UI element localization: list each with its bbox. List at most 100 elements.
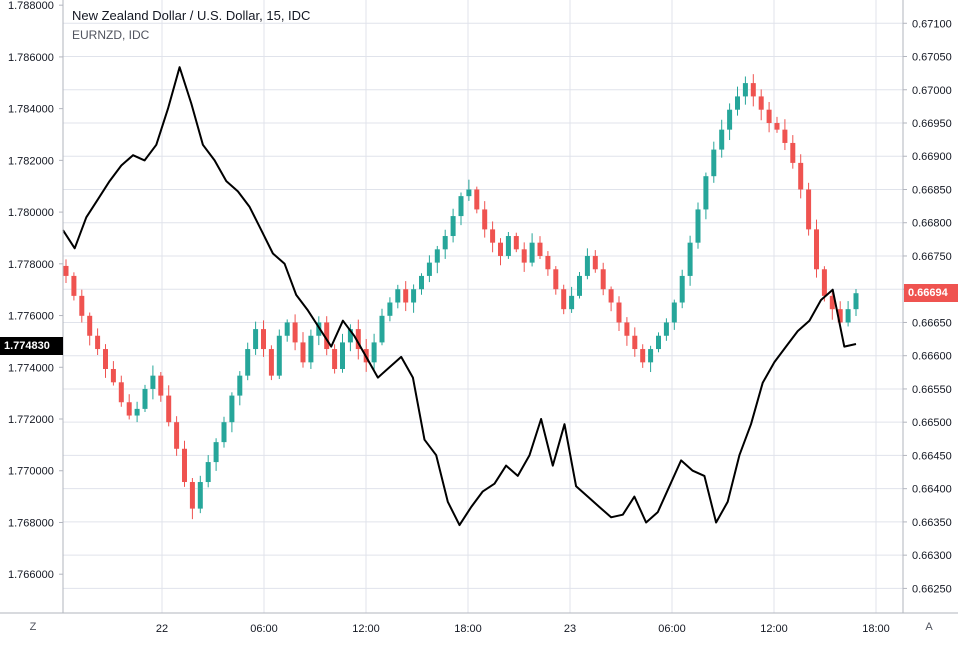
candle-body xyxy=(276,335,282,376)
right-tick-label: 0.67100 xyxy=(912,18,952,30)
candle-body xyxy=(648,349,654,363)
candle-body xyxy=(679,275,685,303)
candle-body xyxy=(537,242,543,256)
right-tick-label: 0.66250 xyxy=(912,583,952,595)
auto-scale-button[interactable]: A xyxy=(918,617,940,637)
candle-body xyxy=(513,236,519,250)
candle-body xyxy=(79,295,85,316)
candle-body xyxy=(845,309,851,323)
candle-body xyxy=(158,375,164,396)
candle-body xyxy=(324,322,330,350)
candle-body xyxy=(458,196,464,217)
candle-body xyxy=(150,375,156,389)
candle-body xyxy=(687,242,693,276)
candle-body xyxy=(498,242,503,256)
x-tick-label: 22 xyxy=(156,623,168,635)
x-tick-label: 06:00 xyxy=(658,623,686,635)
right-tick-label: 0.66650 xyxy=(912,317,952,329)
candle-body xyxy=(545,255,551,270)
timezone-button[interactable]: Z xyxy=(22,617,44,637)
left-tick-label: 1.768000 xyxy=(8,517,54,529)
candle-body xyxy=(592,255,598,270)
left-tick-label: 1.780000 xyxy=(8,207,54,219)
left-last-price-badge: 1.774830 xyxy=(0,336,63,355)
candle-body xyxy=(711,149,717,177)
candle-body xyxy=(110,368,116,383)
candle-body xyxy=(308,335,314,363)
candle-body xyxy=(482,209,488,230)
candle-body xyxy=(616,302,622,323)
left-tick-label: 1.784000 xyxy=(8,104,54,116)
candle-body xyxy=(347,329,353,343)
candle-body xyxy=(221,422,227,443)
candle-body xyxy=(126,402,132,416)
right-tick-label: 0.66350 xyxy=(912,517,952,529)
candle-body xyxy=(758,96,764,110)
candle-body xyxy=(118,382,124,403)
candle-body xyxy=(419,275,424,290)
right-tick-label: 0.66600 xyxy=(912,351,952,363)
candle-body xyxy=(442,236,448,250)
candle-body xyxy=(466,189,472,197)
x-tick-label: 06:00 xyxy=(250,623,278,635)
right-tick-label: 0.66750 xyxy=(912,251,952,263)
candle-body xyxy=(434,249,440,263)
candle-body xyxy=(695,209,701,243)
right-tick-label: 0.66450 xyxy=(912,450,952,462)
candle-body xyxy=(529,242,535,263)
candle-body xyxy=(671,302,677,323)
candle-body xyxy=(387,302,393,316)
candle-body xyxy=(656,335,661,350)
candle-body xyxy=(774,122,780,130)
candle-body xyxy=(719,129,725,150)
candle-body xyxy=(782,129,788,143)
candle-body xyxy=(213,442,219,463)
left-tick-label: 1.786000 xyxy=(8,52,54,64)
left-tick-label: 1.766000 xyxy=(8,569,54,581)
x-tick-label: 18:00 xyxy=(862,623,890,635)
right-tick-label: 0.66850 xyxy=(912,184,952,196)
candle-body xyxy=(521,249,527,263)
left-tick-label: 1.772000 xyxy=(8,414,54,426)
candle-body xyxy=(379,315,385,343)
candle-body xyxy=(103,349,108,369)
right-tick-label: 0.67000 xyxy=(912,85,952,97)
candle-body xyxy=(261,329,266,350)
candle-body xyxy=(663,322,669,336)
candle-body xyxy=(632,335,638,350)
candle-body xyxy=(577,275,582,296)
candle-body xyxy=(829,295,835,310)
candle-body xyxy=(95,335,101,350)
candle-body xyxy=(703,176,709,210)
candle-body xyxy=(837,309,843,323)
candle-body xyxy=(553,269,559,290)
right-tick-label: 0.66950 xyxy=(912,118,952,130)
chart-legend: New Zealand Dollar / U.S. Dollar, 15, ID… xyxy=(72,8,310,43)
candle-body xyxy=(806,189,812,230)
candle-body xyxy=(284,322,290,336)
legend-compare-series: EURNZD, IDC xyxy=(72,28,150,42)
legend-main-series: New Zealand Dollar / U.S. Dollar, 15, ID… xyxy=(72,8,311,23)
x-tick-label: 18:00 xyxy=(454,623,482,635)
candle-body xyxy=(371,342,377,363)
left-tick-label: 1.788000 xyxy=(8,0,54,12)
candle-body xyxy=(182,448,187,483)
candle-body xyxy=(821,269,827,296)
candle-body xyxy=(608,289,614,303)
candle-body xyxy=(245,349,251,376)
candle-body xyxy=(490,229,496,243)
candle-body xyxy=(300,342,306,363)
candle-body xyxy=(411,289,417,303)
candle-body xyxy=(561,289,567,310)
candle-body xyxy=(766,109,772,123)
candle-body xyxy=(63,265,69,276)
candle-body xyxy=(790,142,796,163)
right-tick-label: 0.67050 xyxy=(912,52,952,64)
eurnzd-line-series xyxy=(62,66,857,527)
candle-body xyxy=(237,375,243,396)
x-tick-label: 12:00 xyxy=(352,623,380,635)
candle-body xyxy=(474,189,480,210)
left-tick-label: 1.774000 xyxy=(8,362,54,374)
